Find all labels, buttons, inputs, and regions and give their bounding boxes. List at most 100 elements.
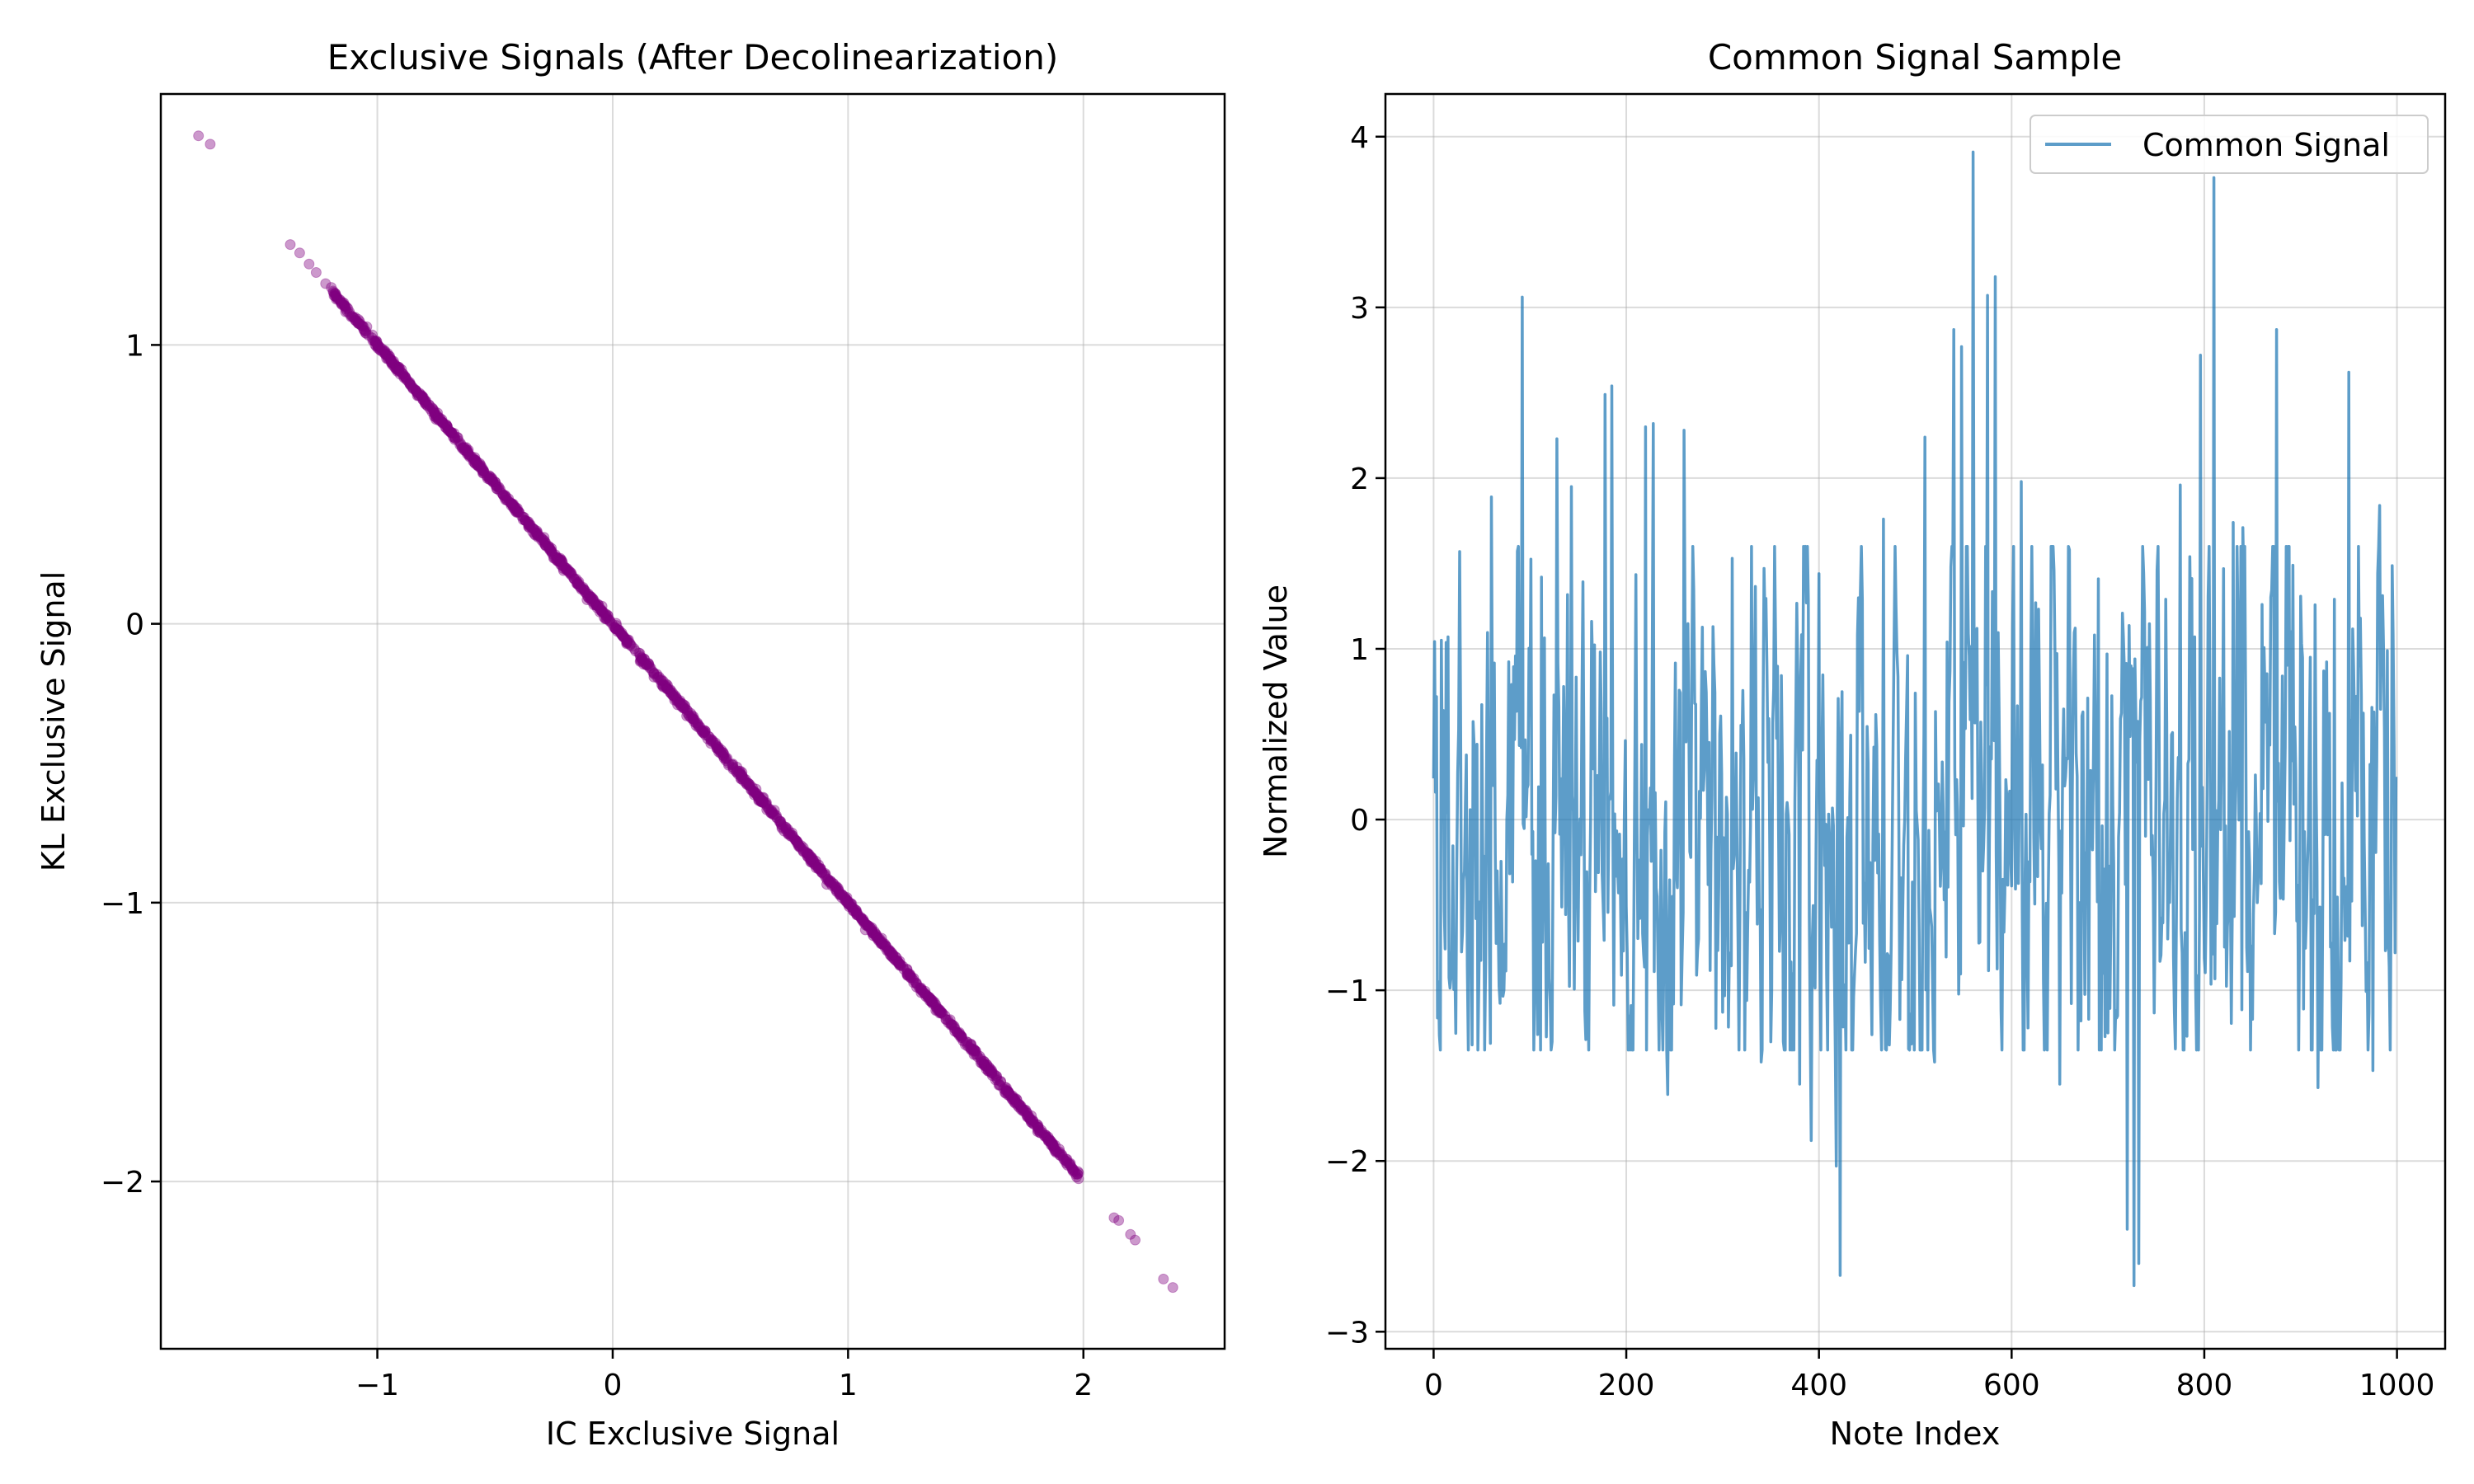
scatter-point — [387, 357, 398, 369]
scatter-point — [516, 511, 528, 523]
scatter-point — [718, 750, 729, 762]
scatter-point — [471, 456, 482, 467]
scatter-point — [722, 759, 734, 771]
scatter-point — [454, 439, 466, 451]
scatter-point — [700, 730, 711, 741]
scatter-point — [934, 1005, 946, 1017]
scatter-point — [780, 823, 792, 834]
scatter-point — [988, 1068, 999, 1080]
scatter-point — [930, 1005, 942, 1017]
scatter-point — [572, 579, 584, 590]
scatter-point — [1007, 1090, 1018, 1101]
scatter-point — [706, 734, 717, 745]
scatter-point — [628, 643, 640, 655]
scatter-point — [754, 794, 765, 805]
scatter-point — [578, 584, 590, 595]
scatter-point — [621, 634, 633, 646]
scatter-point — [507, 500, 519, 511]
scatter-point — [647, 666, 658, 677]
scatter-point — [417, 394, 429, 406]
scatter-point — [850, 904, 862, 916]
scatter-point — [406, 380, 417, 392]
scatter-point — [367, 335, 379, 346]
scatter-point — [965, 1044, 976, 1055]
line-y-tick-label: 1 — [1350, 633, 1369, 667]
scatter-point — [416, 391, 428, 402]
scatter-point — [1005, 1092, 1017, 1103]
scatter-point — [821, 874, 833, 885]
scatter-point — [665, 685, 676, 697]
scatter-point — [836, 889, 848, 900]
scatter-point — [417, 394, 429, 406]
scatter-point — [662, 683, 674, 695]
scatter-point — [453, 435, 464, 447]
scatter-point — [662, 679, 673, 691]
scatter-point — [940, 1014, 952, 1025]
scatter-point — [471, 458, 482, 469]
scatter-point — [835, 889, 846, 900]
scatter-point — [410, 384, 421, 396]
scatter-point — [887, 949, 899, 960]
scatter-point — [962, 1040, 973, 1052]
scatter-point — [841, 892, 853, 903]
scatter-point — [842, 898, 854, 909]
line-y-tick-label: 0 — [1350, 804, 1369, 838]
scatter-point — [792, 837, 803, 848]
scatter-point — [883, 945, 895, 956]
scatter-point — [1043, 1135, 1055, 1146]
scatter-point — [420, 396, 431, 407]
scatter-point — [665, 687, 676, 698]
scatter-point — [995, 1076, 1006, 1087]
scatter-point — [688, 711, 699, 722]
scatter-point — [945, 1018, 957, 1029]
scatter-point — [678, 702, 689, 713]
scatter-point — [788, 833, 800, 844]
scatter-point — [864, 922, 876, 933]
scatter-point — [812, 862, 824, 873]
scatter-point — [524, 519, 536, 530]
scatter-point — [915, 984, 927, 996]
scatter-point — [698, 727, 709, 739]
scatter-point — [463, 446, 473, 458]
scatter-point — [623, 634, 634, 646]
scatter-point — [902, 970, 914, 981]
scatter-point — [880, 941, 891, 952]
scatter-point — [548, 552, 560, 563]
scatter-point — [643, 659, 655, 670]
scatter-point — [469, 454, 481, 465]
scatter-point — [752, 791, 764, 803]
scatter-point — [1046, 1135, 1057, 1147]
scatter-point — [1041, 1132, 1052, 1144]
scatter-point — [1042, 1132, 1053, 1144]
scatter-point — [567, 570, 578, 581]
scatter-point — [553, 553, 564, 565]
scatter-point — [1022, 1107, 1033, 1119]
scatter-point — [821, 879, 832, 890]
scatter-point — [336, 299, 348, 311]
scatter-point — [905, 972, 916, 984]
scatter-point — [1064, 1158, 1075, 1170]
scatter-point — [330, 288, 341, 299]
scatter-point — [369, 336, 381, 347]
scatter-point — [1023, 1111, 1034, 1122]
line-panel: Common Signal Sample 0 200 400 600 800 1000 −3… — [1258, 37, 2447, 1452]
scatter-point — [1024, 1114, 1036, 1125]
scatter-point — [332, 292, 343, 303]
scatter-point — [544, 545, 556, 556]
scatter-point — [832, 882, 844, 894]
scatter-point — [869, 926, 880, 937]
scatter-x-axis-label: IC Exclusive Signal — [546, 1416, 840, 1452]
scatter-point — [901, 968, 913, 979]
scatter-point — [507, 500, 519, 512]
scatter-point — [895, 960, 906, 971]
scatter-point — [1018, 1106, 1030, 1117]
scatter-point — [621, 638, 633, 650]
scatter-point — [668, 689, 680, 701]
scatter-point — [757, 795, 769, 806]
scatter-point — [530, 527, 542, 538]
scatter-point — [575, 582, 586, 594]
scatter-point — [634, 650, 646, 662]
scatter-point — [656, 674, 667, 685]
scatter-point — [566, 568, 577, 580]
scatter-point — [815, 863, 826, 875]
